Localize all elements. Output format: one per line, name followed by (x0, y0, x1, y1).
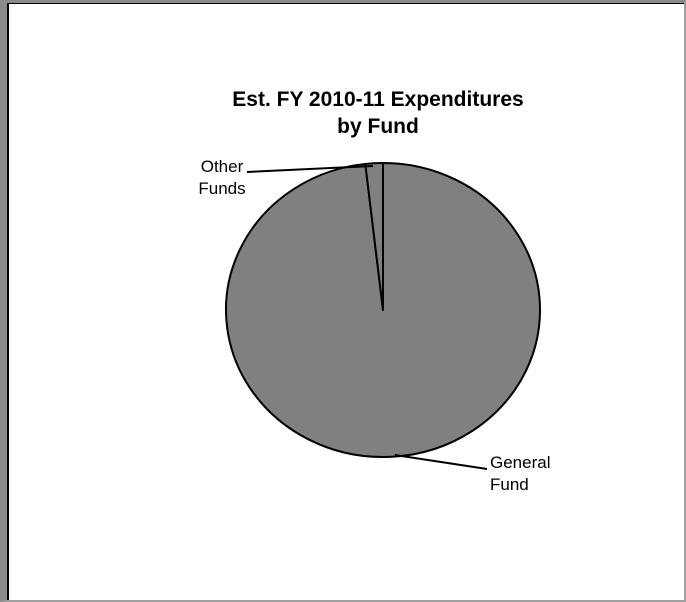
slice-label-general-fund-line-1: General (490, 453, 550, 472)
pie-slice-other-funds (364, 162, 384, 311)
chart-title-line-1: Est. FY 2010-11 Expenditures (232, 88, 523, 111)
leader-line-other-funds (246, 165, 374, 173)
slice-label-other-funds-line-2: Funds (198, 179, 245, 198)
chart-title-line-2: by Fund (337, 115, 419, 138)
slice-label-other-funds-line-1: Other (201, 157, 244, 176)
leader-line-general-fund (394, 454, 488, 470)
slice-label-general-fund-line-2: Fund (490, 475, 529, 494)
